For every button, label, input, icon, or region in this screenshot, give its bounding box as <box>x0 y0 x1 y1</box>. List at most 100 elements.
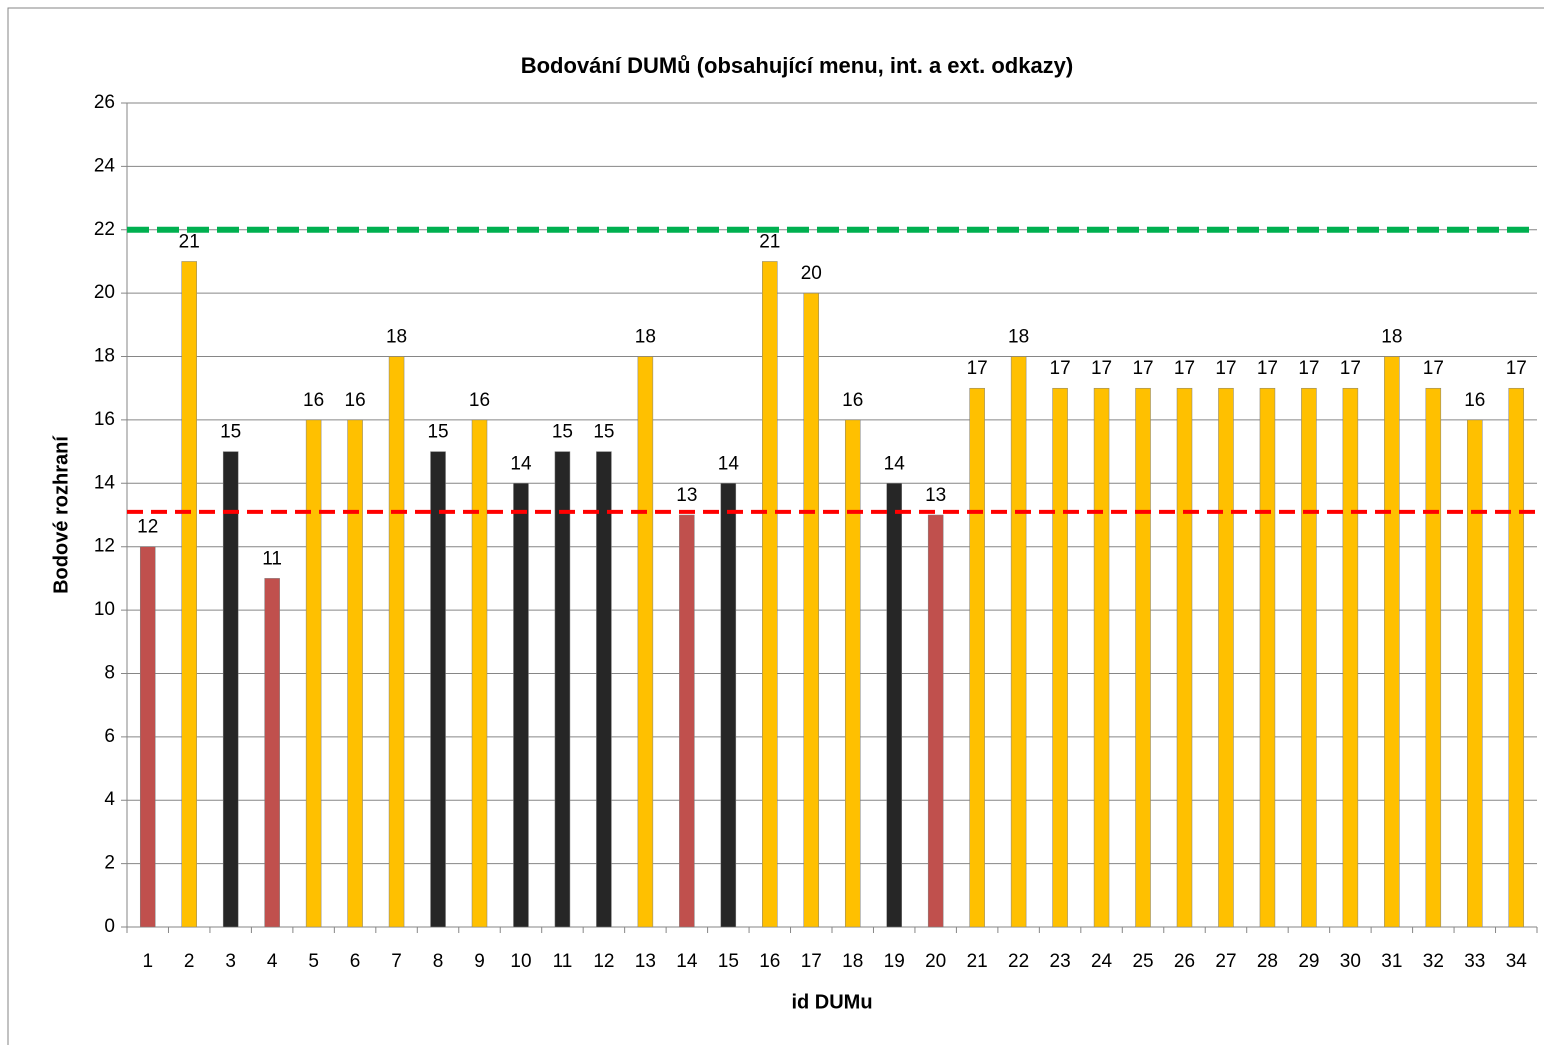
data-label: 16 <box>842 390 863 411</box>
x-tick-label: 3 <box>225 951 236 972</box>
x-tick-label: 23 <box>1050 951 1071 972</box>
x-axis-title: id DUMu <box>791 991 872 1013</box>
data-label: 15 <box>427 422 448 443</box>
bar <box>1301 387 1317 928</box>
bar <box>554 451 571 928</box>
data-label: 17 <box>1298 358 1319 379</box>
data-label: 16 <box>345 390 366 411</box>
x-tick-label: 14 <box>676 951 698 972</box>
bar <box>1467 419 1483 928</box>
y-tick-label: 14 <box>94 472 116 493</box>
data-label: 21 <box>759 231 780 252</box>
bar <box>1010 356 1027 928</box>
bar <box>305 419 322 928</box>
x-tick-label: 34 <box>1506 951 1528 972</box>
data-label: 17 <box>967 358 988 379</box>
bar <box>1218 387 1234 928</box>
bar <box>1508 387 1525 928</box>
bar <box>969 387 985 928</box>
x-tick-label: 28 <box>1257 951 1278 972</box>
bar <box>637 356 654 928</box>
bar <box>886 483 902 928</box>
bar <box>388 356 405 928</box>
y-axis-title: Bodové rozhraní <box>50 435 72 594</box>
data-label: 11 <box>262 548 282 569</box>
x-tick-label: 4 <box>267 951 278 972</box>
x-tick-label: 2 <box>184 951 195 972</box>
data-label: 16 <box>303 390 324 411</box>
bar <box>1176 387 1193 928</box>
x-tick-label: 31 <box>1381 951 1402 972</box>
x-tick-label: 8 <box>433 951 444 972</box>
bar <box>803 292 820 928</box>
data-label: 17 <box>1506 358 1527 379</box>
bar <box>139 546 156 928</box>
data-label: 13 <box>925 485 946 506</box>
x-tick-label: 30 <box>1340 951 1361 972</box>
y-tick-label: 0 <box>104 916 115 937</box>
bar <box>1135 387 1151 928</box>
data-label: 17 <box>1174 358 1195 379</box>
data-label: 14 <box>884 453 906 474</box>
bar <box>762 261 778 928</box>
data-label: 20 <box>801 263 822 284</box>
bar <box>1342 387 1359 928</box>
y-tick-label: 24 <box>94 155 116 176</box>
bar <box>347 419 363 928</box>
x-tick-label: 7 <box>391 951 402 972</box>
bar <box>1052 387 1068 928</box>
x-tick-label: 12 <box>593 951 614 972</box>
bar <box>181 261 197 928</box>
data-label: 17 <box>1340 358 1361 379</box>
x-tick-label: 15 <box>718 951 739 972</box>
x-tick-label: 16 <box>759 951 780 972</box>
y-tick-label: 22 <box>94 219 115 240</box>
y-tick-label: 10 <box>94 599 115 620</box>
x-tick-label: 1 <box>142 951 153 972</box>
data-label: 17 <box>1050 358 1071 379</box>
y-tick-label: 16 <box>94 409 115 430</box>
x-tick-label: 20 <box>925 951 946 972</box>
x-tick-label: 11 <box>553 951 573 972</box>
x-tick-label: 10 <box>510 951 531 972</box>
bar <box>264 578 280 928</box>
y-tick-label: 20 <box>94 282 115 303</box>
data-label: 17 <box>1423 358 1444 379</box>
bar <box>679 514 695 928</box>
bar <box>927 514 944 928</box>
bar <box>1093 387 1110 928</box>
bar <box>1259 387 1276 928</box>
x-tick-label: 32 <box>1423 951 1444 972</box>
x-tick-label: 19 <box>884 951 905 972</box>
bar <box>513 483 529 928</box>
y-tick-label: 6 <box>104 726 115 747</box>
y-tick-label: 8 <box>104 662 115 683</box>
x-tick-label: 17 <box>801 951 822 972</box>
data-label: 17 <box>1132 358 1153 379</box>
bar <box>596 451 612 928</box>
y-tick-label: 2 <box>104 853 115 874</box>
bar <box>222 451 239 928</box>
data-label: 13 <box>676 485 697 506</box>
bar <box>720 483 737 928</box>
data-label: 17 <box>1257 358 1278 379</box>
x-tick-label: 9 <box>474 951 485 972</box>
x-tick-label: 27 <box>1215 951 1236 972</box>
chart-title: Bodování DUMů (obsahující menu, int. a e… <box>521 53 1074 78</box>
data-label: 12 <box>137 517 158 538</box>
bar <box>844 419 861 928</box>
data-label: 18 <box>635 327 656 348</box>
data-label: 21 <box>179 231 200 252</box>
bar <box>1425 387 1442 928</box>
x-tick-label: 21 <box>967 951 988 972</box>
data-label: 16 <box>1464 390 1485 411</box>
y-tick-label: 18 <box>94 346 115 367</box>
bar <box>430 451 446 928</box>
y-tick-label: 12 <box>94 536 115 557</box>
x-tick-label: 18 <box>842 951 863 972</box>
x-tick-label: 5 <box>308 951 319 972</box>
y-tick-label: 26 <box>94 92 115 113</box>
data-label: 18 <box>1008 327 1029 348</box>
x-tick-label: 25 <box>1132 951 1153 972</box>
